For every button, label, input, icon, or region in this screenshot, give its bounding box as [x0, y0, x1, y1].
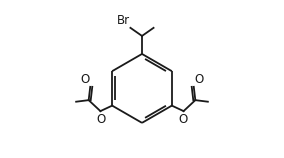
Text: O: O	[195, 73, 204, 86]
Text: O: O	[80, 73, 89, 86]
Text: O: O	[97, 113, 106, 126]
Text: O: O	[178, 113, 187, 126]
Text: Br: Br	[116, 14, 130, 27]
